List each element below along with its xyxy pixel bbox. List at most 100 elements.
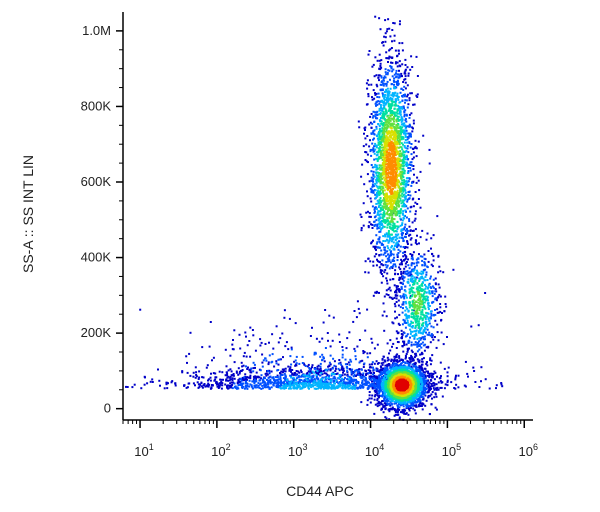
data-point [401,335,404,338]
data-point [406,350,409,353]
data-point [221,384,224,387]
data-point [344,387,347,390]
data-point [243,387,246,390]
data-point [391,70,394,73]
data-point [404,229,407,232]
data-point [411,268,414,271]
data-point [436,386,439,389]
data-point [369,352,372,355]
data-point [366,190,368,193]
data-point [406,207,409,210]
data-point [409,399,412,402]
data-point [376,376,379,379]
data-point [383,393,386,396]
data-point [384,235,387,238]
data-point [385,277,388,280]
data-point [298,362,301,365]
data-point [366,352,369,355]
data-point [299,387,302,390]
plot-area [122,11,534,421]
data-point [386,359,389,362]
data-point [399,268,402,271]
data-point [424,343,427,346]
data-point [350,372,353,375]
data-point [396,411,399,414]
data-point [394,272,397,275]
data-point [379,230,382,233]
data-point [328,382,331,385]
data-point [379,187,382,190]
data-point [416,318,418,321]
data-point [311,371,314,374]
data-point [412,315,415,318]
data-point [397,299,400,302]
data-point [198,383,201,386]
data-point [401,222,404,225]
data-point [414,341,417,344]
data-point [409,68,412,71]
data-point [402,210,405,213]
data-point [395,289,397,292]
data-point [229,382,232,385]
data-point [335,373,338,375]
data-point [254,366,256,369]
data-point [434,406,437,409]
data-point [391,406,394,409]
data-point [314,371,317,373]
data-point [428,148,431,151]
data-point [379,206,382,209]
data-point [424,386,427,389]
data-point [391,364,394,367]
data-point [413,409,416,412]
data-point [221,382,224,385]
data-point [415,287,418,290]
data-point [384,246,386,249]
data-point [428,381,431,384]
data-point [324,386,327,389]
data-point [329,381,332,384]
data-point [259,383,262,386]
data-point [367,257,370,260]
data-point [422,298,424,301]
data-point [254,380,257,383]
data-point [366,87,369,90]
data-point [406,333,409,336]
data-point [397,98,400,101]
data-point [245,365,247,368]
data-point [420,337,423,340]
data-point [395,80,398,83]
data-point [428,413,431,416]
data-point [380,83,383,86]
data-point [374,210,376,213]
data-point [260,387,263,390]
data-point [285,341,288,344]
data-point [440,331,443,334]
data-point [432,300,435,303]
data-point [407,72,410,75]
data-point [440,381,443,384]
data-point [427,299,429,302]
data-point [428,389,430,392]
data-point [408,409,411,412]
data-point [387,294,390,296]
data-point [409,328,412,331]
data-point [365,160,368,163]
data-point [394,98,397,101]
data-point [359,374,362,377]
data-point [403,332,406,335]
data-point [143,375,146,378]
data-point [306,375,309,378]
data-point [377,100,380,103]
data-point [397,76,400,79]
data-point [432,286,435,289]
data-point [390,104,393,107]
data-point [358,361,361,364]
data-point [316,365,319,368]
data-point [454,378,457,381]
data-point [238,370,241,373]
data-point [421,229,424,232]
data-point [429,334,432,337]
data-point [277,380,280,383]
data-point [277,358,280,361]
data-point [412,119,415,122]
